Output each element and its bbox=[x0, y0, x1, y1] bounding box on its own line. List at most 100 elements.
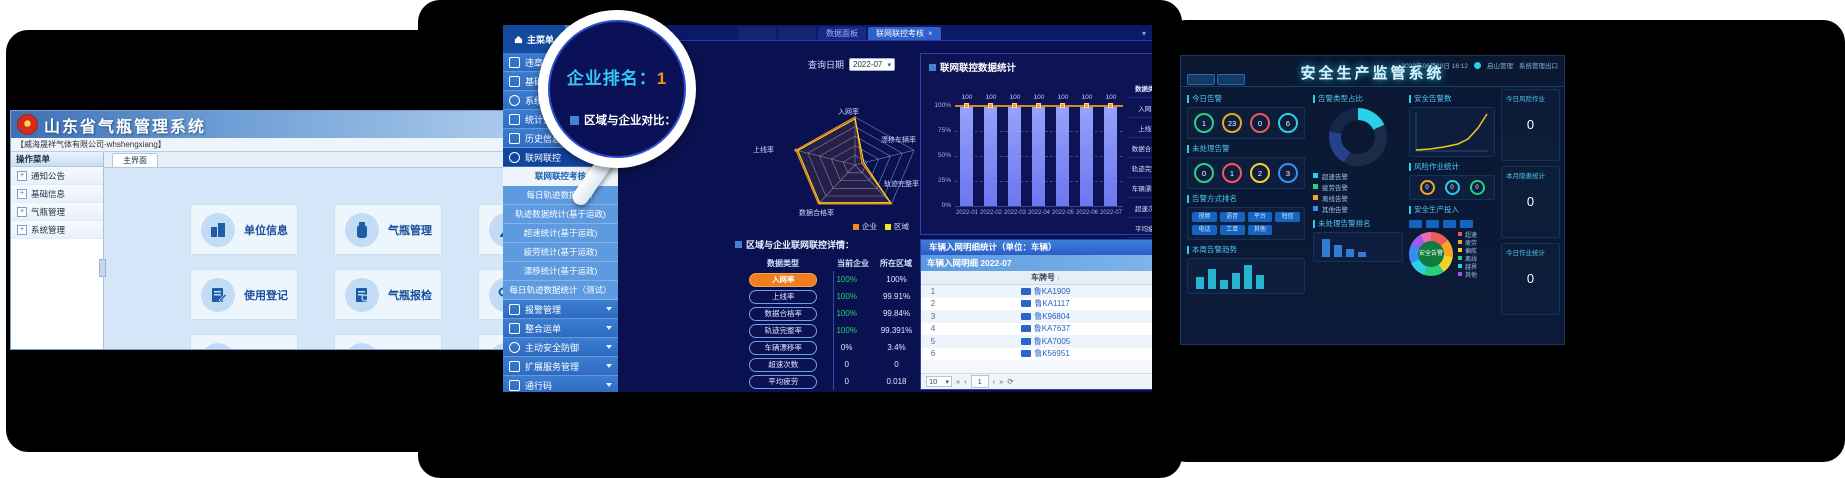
page-size-select[interactable]: 10 ▾ bbox=[926, 376, 952, 387]
alarm-type-button[interactable]: 电话 bbox=[1192, 225, 1217, 235]
header-tab-chip-1[interactable] bbox=[1187, 74, 1215, 85]
expand-plus-icon[interactable]: + bbox=[17, 170, 27, 181]
metric-button[interactable]: 轨迹完整率 bbox=[749, 323, 818, 338]
main-area: 主界面 单位信息 气瓶管理 bbox=[104, 152, 504, 349]
tile-cylinder-filling[interactable]: 气瓶充装 bbox=[190, 334, 298, 349]
menu-alarm-mgmt[interactable]: 报警管理 bbox=[503, 300, 618, 319]
vehicle-row[interactable]: 1 鲁KA1909 已入网 bbox=[921, 285, 1152, 298]
menu-pass-code[interactable]: 通行码 bbox=[503, 376, 618, 392]
vehicle-row[interactable]: 3 鲁K96804 已入网 bbox=[921, 310, 1152, 323]
refresh-button[interactable]: ⟳ bbox=[1007, 377, 1014, 386]
stat-ring: 6 bbox=[1278, 113, 1298, 133]
next-page-button[interactable]: › bbox=[992, 377, 996, 386]
close-icon[interactable]: × bbox=[928, 29, 933, 38]
vehicle-table-header: 车牌号↕ 是否入网↕ bbox=[921, 271, 1152, 285]
first-page-button[interactable]: « bbox=[956, 377, 961, 386]
tile-usage-register[interactable]: 使用登记 bbox=[190, 269, 298, 320]
exit-link[interactable]: 系统管理出口 bbox=[1519, 63, 1558, 70]
sidebar-collapse-handle[interactable] bbox=[99, 259, 106, 277]
submenu-drift-stats[interactable]: 漂移统计(基于运政) bbox=[503, 262, 618, 281]
tile-cylinder-mgmt[interactable]: 气瓶管理 bbox=[334, 204, 442, 255]
metric-button[interactable]: 平均疲劳 bbox=[749, 374, 818, 389]
alarm-type-button[interactable]: 语音 bbox=[1219, 212, 1245, 222]
tab-data-panel[interactable]: 数据面板 bbox=[818, 27, 866, 40]
vehicle-panel-header: 车辆入网明细统计（单位：车辆） bbox=[921, 240, 1152, 255]
submenu-daily-track-test[interactable]: 每日轨迹数据统计（测试） bbox=[503, 281, 618, 300]
sidebar-item-system-mgmt[interactable]: + 系统管理 bbox=[11, 221, 103, 239]
detail-row: 上线率 100% 99.91% bbox=[735, 288, 917, 305]
expand-plus-icon[interactable]: + bbox=[17, 206, 27, 217]
stat-ring: 0 bbox=[1250, 113, 1270, 133]
detail-row: 超速次数 0 0 bbox=[735, 356, 917, 373]
rank-value: 1 bbox=[656, 69, 668, 88]
title-bullet-icon bbox=[929, 63, 936, 71]
submenu-fatigue-stats[interactable]: 疲劳统计(基于运政) bbox=[503, 243, 618, 262]
tab-network-assessment[interactable]: 联网联控考核 × bbox=[868, 27, 941, 40]
far-right-column: 今日风险作业 0 本月隐患统计 0 今日作业统计 0 bbox=[1501, 89, 1560, 340]
alarm-type-button[interactable]: 视频 bbox=[1192, 212, 1217, 222]
submenu-daily-track-stats[interactable]: 每日轨迹数据统计 bbox=[503, 186, 618, 205]
menu-extended-services[interactable]: 扩展服务管理 bbox=[503, 357, 618, 376]
stat-ring: 3 bbox=[1278, 163, 1298, 183]
tile-info-warning[interactable]: 信息预警 bbox=[334, 334, 442, 349]
metric-button-active[interactable]: 入网率 bbox=[749, 272, 818, 287]
vehicle-row[interactable]: 4 鲁KA7637 已入网 bbox=[921, 322, 1152, 335]
mini-ring: 0 bbox=[1444, 180, 1460, 195]
tile-cylinder-inspection[interactable]: 气瓶报检 bbox=[334, 269, 442, 320]
register-form-icon bbox=[201, 277, 235, 312]
alarm-type-button[interactable]: 其他 bbox=[1247, 225, 1273, 235]
tile-unit-info[interactable]: 单位信息 bbox=[190, 204, 298, 255]
vehicle-row[interactable]: 5 鲁KA7005 已入网 bbox=[921, 335, 1152, 348]
waybill-icon bbox=[509, 322, 520, 334]
sidebar-item-notice[interactable]: + 通知公告 bbox=[11, 167, 103, 185]
query-date-select[interactable]: 2022-07 ▾ bbox=[849, 58, 896, 71]
menu-header: 操作菜单 bbox=[11, 152, 103, 167]
tab-stub[interactable] bbox=[778, 27, 816, 40]
alarm-type-button[interactable]: 短信 bbox=[1275, 212, 1300, 222]
metric-button[interactable]: 数据合格率 bbox=[749, 306, 818, 321]
legend-swatch bbox=[853, 223, 859, 230]
metric-button[interactable]: 上线率 bbox=[749, 289, 818, 304]
expand-plus-icon[interactable]: + bbox=[17, 188, 27, 199]
tile-partial-maintenance[interactable] bbox=[478, 269, 504, 320]
tab-main-screen[interactable]: 主界面 bbox=[112, 153, 158, 167]
menu-active-safety[interactable]: 主动安全防御 bbox=[503, 338, 618, 357]
tabstrip-caret-icon[interactable]: ▾ bbox=[1141, 29, 1146, 38]
user-name[interactable]: 启山管理 bbox=[1487, 63, 1513, 70]
sidebar-item-cylinder-mgmt[interactable]: + 气瓶管理 bbox=[11, 203, 103, 221]
vehicle-row[interactable]: 6 鲁K56951 已入网 bbox=[921, 347, 1152, 360]
metric-button[interactable]: 车辆漂移率 bbox=[749, 340, 818, 355]
stat-ring: 1 bbox=[1222, 163, 1242, 183]
mini-ring: 0 bbox=[1419, 180, 1435, 195]
app-title: 山东省气瓶管理系统 bbox=[44, 118, 207, 136]
tab-stub[interactable] bbox=[738, 27, 776, 40]
header-tab-chip-2[interactable] bbox=[1217, 74, 1245, 85]
chart-icon bbox=[509, 113, 520, 125]
vehicle-row[interactable]: 2 鲁KA1117 已入网 bbox=[921, 297, 1152, 310]
prev-page-button[interactable]: ‹ bbox=[964, 377, 967, 386]
metric-button[interactable]: 超速次数 bbox=[749, 357, 818, 372]
submenu-track-stats-yunzheng[interactable]: 轨迹数据统计(基于运政) bbox=[503, 205, 618, 224]
section-title-unhandled-rank: 未处理告警排名 bbox=[1313, 218, 1403, 229]
right-column: 安全告警数 风险作业统计 0 0 0 安全生产投入 bbox=[1409, 89, 1495, 340]
left-column: 今日告警 1 23 0 6 未处理告警 0 1 2 3 告警方式排名 bbox=[1187, 89, 1305, 340]
sidebar-item-basic-info[interactable]: + 基础信息 bbox=[11, 185, 103, 203]
tile-partial-person[interactable] bbox=[478, 204, 504, 255]
alarm-type-button[interactable]: 工单 bbox=[1219, 225, 1245, 235]
last-page-button[interactable]: » bbox=[999, 377, 1004, 386]
detail-title: 区域与企业联网联控详情： bbox=[735, 238, 917, 251]
title-bullet-icon bbox=[570, 115, 579, 125]
legend-swatch bbox=[885, 223, 891, 230]
stat-ring: 0 bbox=[1194, 163, 1214, 183]
tile-partial-statistics[interactable] bbox=[478, 334, 504, 349]
dashboard-main: 数据面板 联网联控考核 × ▾ 查询日期 2022-07 ▾ bbox=[618, 25, 1152, 392]
menu-waybill[interactable]: 整合运单 bbox=[503, 319, 618, 338]
alarm-type-button[interactable]: 平台 bbox=[1247, 212, 1273, 222]
center-column: 告警类型占比 超速告警 疲劳告警 离线告警 其他告警 未处理告警排名 bbox=[1313, 89, 1403, 340]
submenu-overspeed-stats[interactable]: 超速统计(基于运政) bbox=[503, 224, 618, 243]
current-page-input[interactable]: 1 bbox=[970, 375, 989, 388]
expand-icon bbox=[509, 360, 520, 372]
expand-plus-icon[interactable]: + bbox=[17, 224, 27, 235]
